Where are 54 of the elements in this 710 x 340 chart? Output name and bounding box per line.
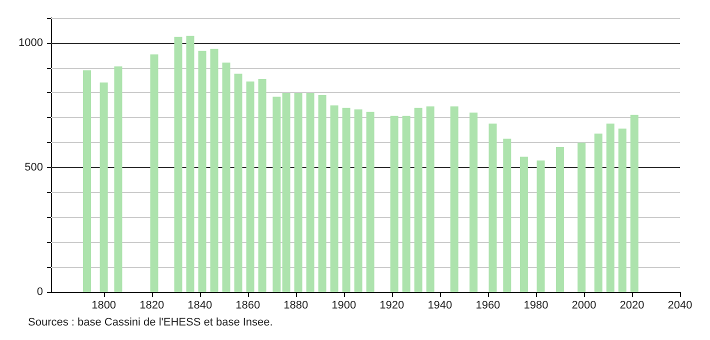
bar <box>556 147 564 292</box>
bar <box>606 124 614 292</box>
bar <box>330 105 338 292</box>
bar <box>402 116 410 292</box>
bar <box>318 94 326 292</box>
bar <box>186 36 194 292</box>
bar <box>246 82 254 292</box>
bar <box>114 66 122 292</box>
bar <box>282 92 290 292</box>
bar <box>198 50 206 292</box>
bar <box>222 62 230 292</box>
x-tick-label: 1960 <box>476 300 500 312</box>
x-tick-label: 1880 <box>284 300 308 312</box>
x-tick-label: 1940 <box>428 300 452 312</box>
bar <box>578 142 586 292</box>
x-tick-label: 1800 <box>92 300 116 312</box>
x-tick-label: 1920 <box>380 300 404 312</box>
bar <box>366 112 374 292</box>
bar <box>234 74 242 292</box>
bar <box>630 114 638 292</box>
bar <box>210 48 218 292</box>
y-tick-label: 500 <box>24 161 43 174</box>
bar <box>83 70 92 292</box>
bar <box>536 160 545 292</box>
y-tick-label: 1000 <box>18 36 43 49</box>
bar <box>150 54 158 292</box>
x-tick-label: 2020 <box>620 300 644 312</box>
bar <box>306 92 314 292</box>
x-tick-label: 1840 <box>188 300 212 312</box>
x-tick-label: 2000 <box>572 300 596 312</box>
bar <box>618 128 626 292</box>
bar <box>100 82 108 292</box>
x-tick-label: 1820 <box>140 300 164 312</box>
x-tick-label: 1980 <box>524 300 548 312</box>
bar <box>594 134 602 292</box>
bar <box>272 96 281 292</box>
x-tick-label: 1900 <box>332 300 356 312</box>
x-tick-label: 2040 <box>668 300 692 312</box>
y-tick-label: 0 <box>36 286 43 298</box>
bar <box>450 106 458 292</box>
bar <box>488 124 497 292</box>
bar <box>470 112 478 292</box>
source-note: Sources : base Cassini de l'EHESS et base Insee. <box>28 316 273 328</box>
bar <box>426 106 434 292</box>
bar <box>258 79 266 292</box>
bar <box>174 36 182 292</box>
bar <box>503 138 512 292</box>
x-tick-label: 1860 <box>236 300 260 312</box>
bar <box>294 92 302 292</box>
bar <box>342 108 350 292</box>
bar <box>354 109 362 292</box>
bar <box>520 156 528 292</box>
bar <box>414 108 422 292</box>
bar <box>390 116 398 292</box>
